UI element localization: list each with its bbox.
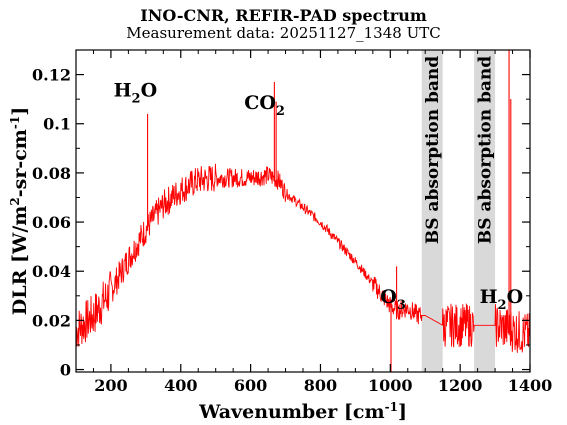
x-tick-label: 400: [164, 376, 197, 395]
x-tick-label: 1000: [368, 376, 413, 395]
y-tick-label: 0.12: [32, 66, 71, 85]
spectrum-series-line: [75, 163, 531, 353]
y-axis-label: DLR [W/m2-sr-cm-1]: [8, 107, 31, 315]
y-tick-label: 0.02: [32, 311, 71, 330]
x-tick-label: 800: [304, 376, 337, 395]
chart-subtitle: Measurement data: 20251127_1348 UTC: [126, 24, 441, 42]
absorption-band-label-1: BS absorption band: [423, 56, 443, 244]
x-tick-label: 600: [234, 376, 267, 395]
x-tick-label: 1200: [438, 376, 483, 395]
molecule-annotation-2: CO2: [244, 92, 285, 119]
absorption-band-label-2: BS absorption band: [476, 56, 496, 244]
molecule-annotation-4: H2O: [480, 286, 524, 313]
y-tick-label: 0.04: [32, 262, 71, 281]
y-tick-label: 0: [60, 361, 71, 380]
molecule-annotation-3: O3: [380, 286, 406, 313]
absorption-band-1: [421, 50, 443, 372]
absorption-band-2: [474, 50, 496, 372]
chart-title: INO-CNR, REFIR-PAD spectrum: [140, 6, 427, 25]
y-tick-label: 0.1: [43, 115, 71, 134]
x-axis-label: Wavenumber [cm-1]: [198, 400, 407, 423]
molecule-annotation-1: H2O: [114, 80, 158, 107]
x-tick-label: 200: [94, 376, 127, 395]
x-tick-label: 1400: [508, 376, 553, 395]
y-tick-label: 0.06: [32, 213, 71, 232]
y-tick-label: 0.08: [32, 164, 71, 183]
